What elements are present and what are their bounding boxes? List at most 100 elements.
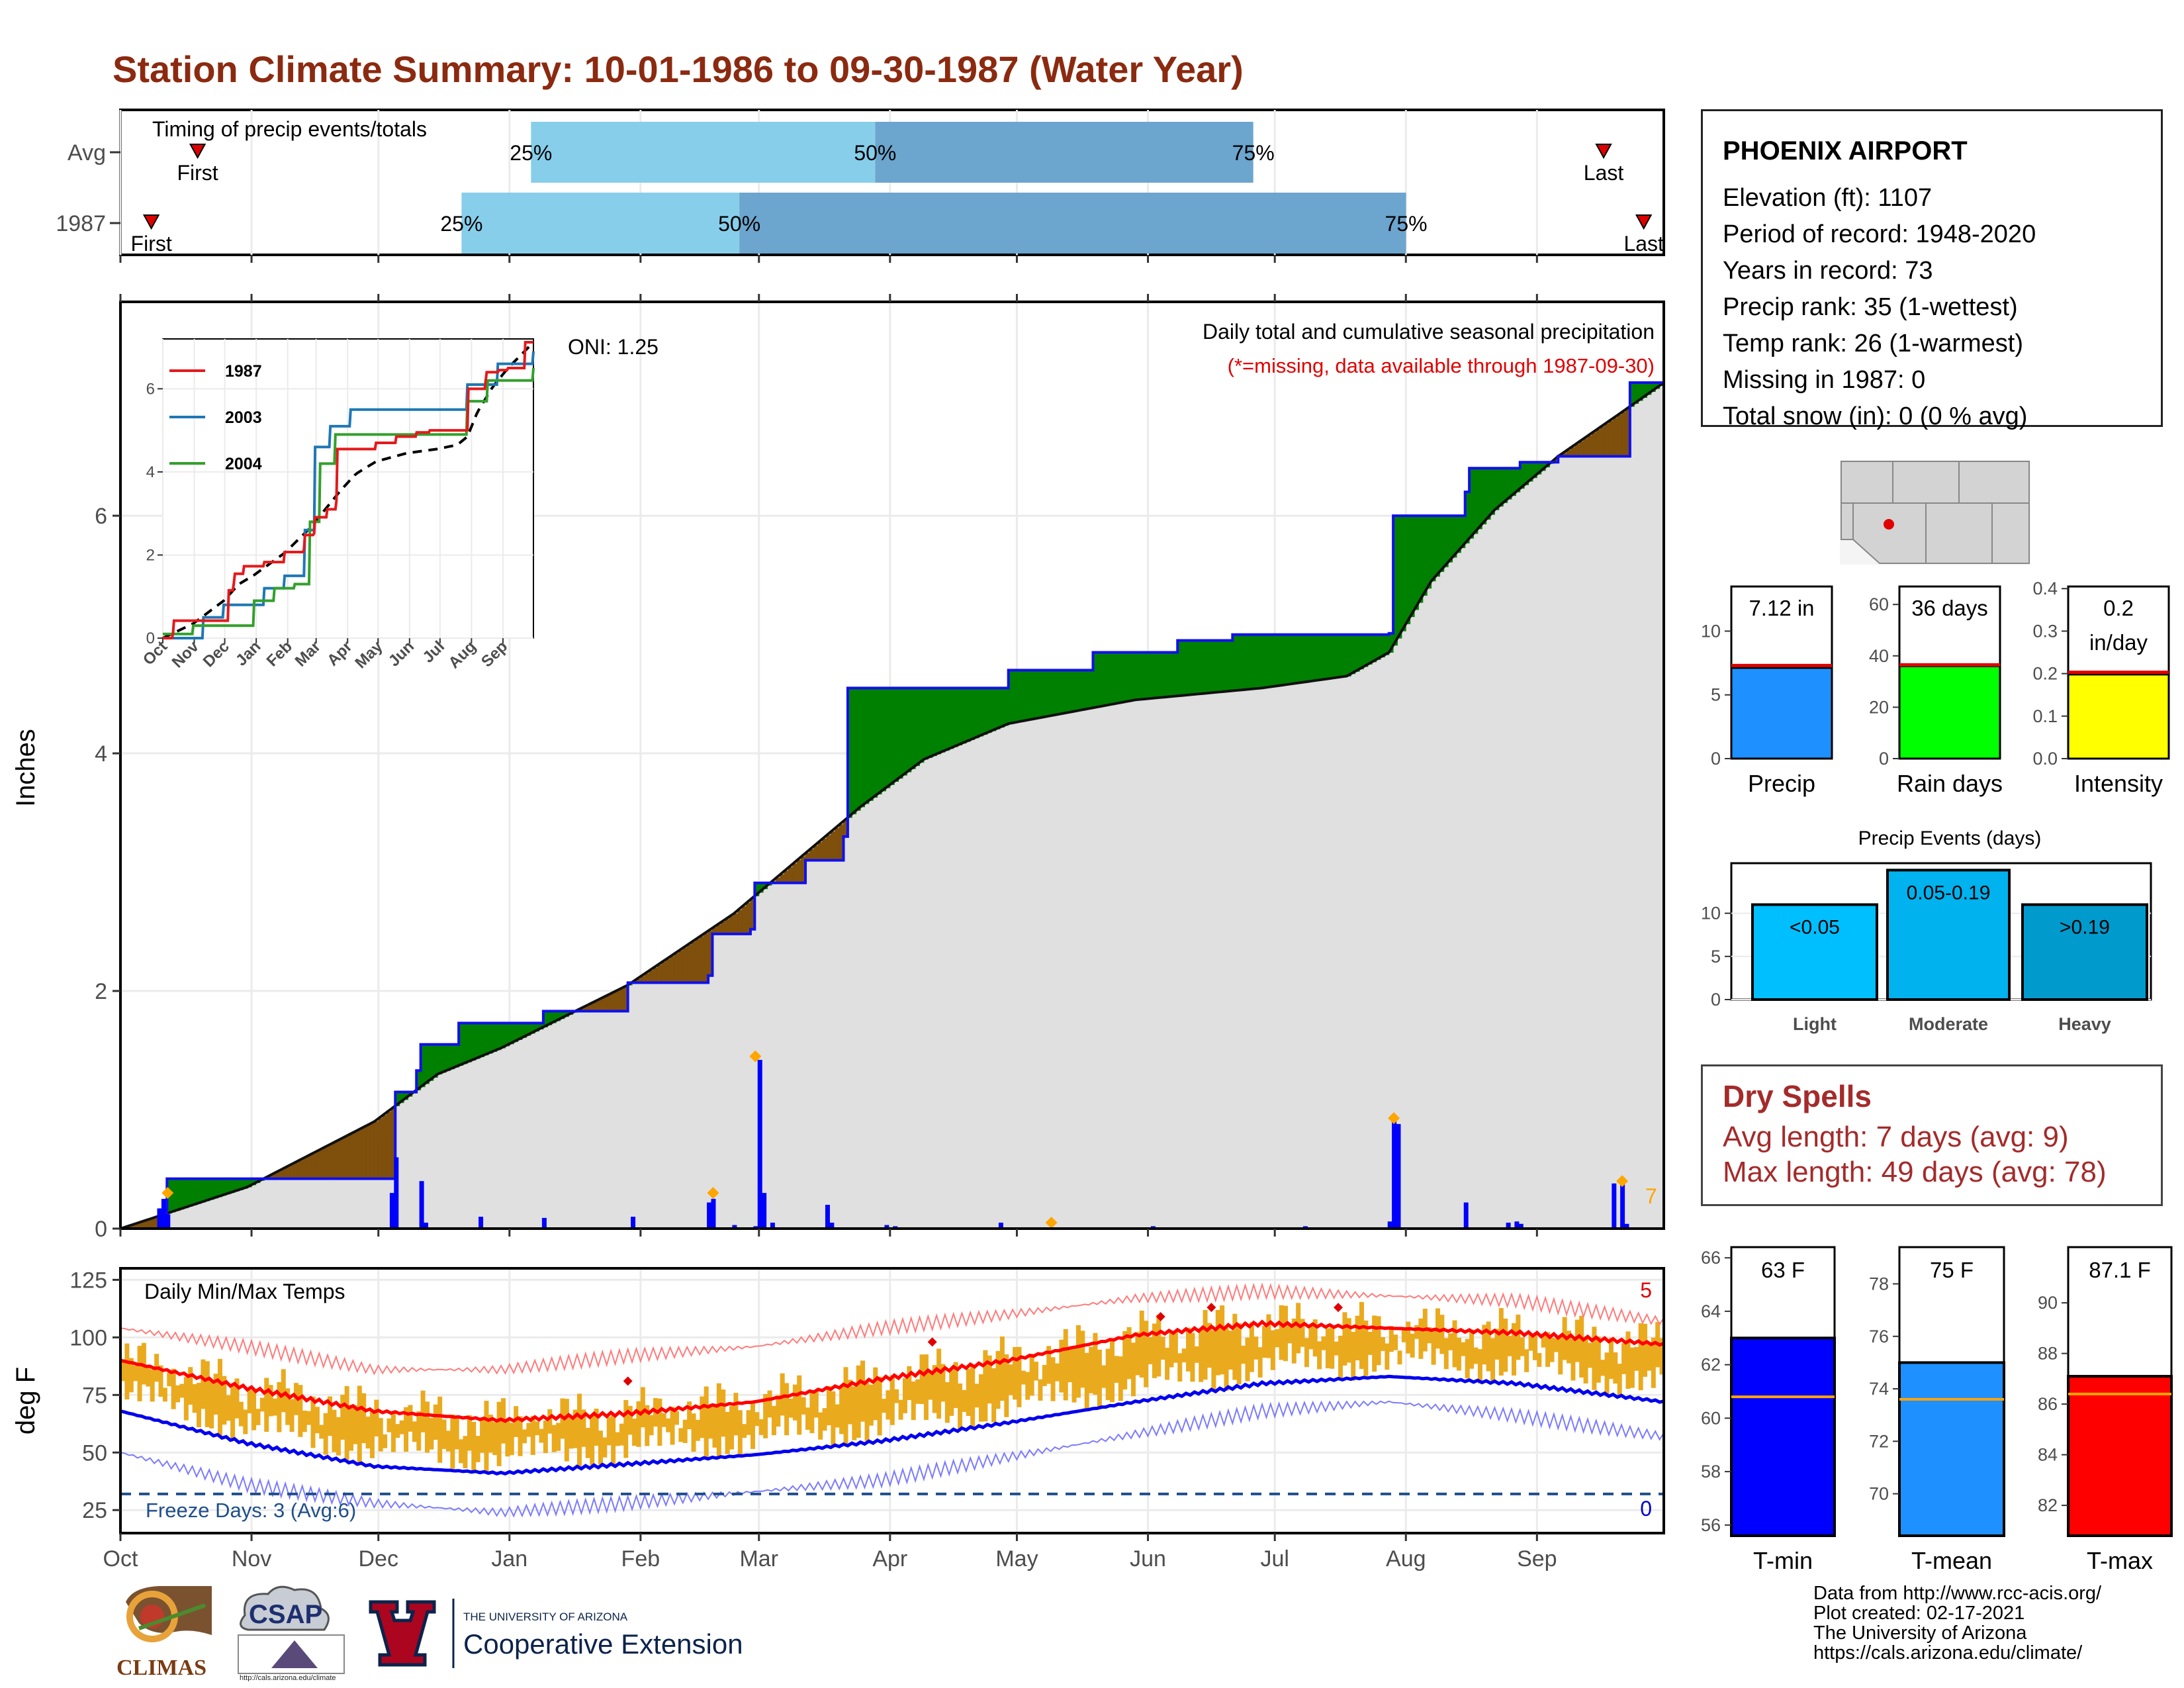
daily-temp-bar [632,1419,637,1446]
inset-avg-line [162,343,533,639]
temps-x-tick-label: May [995,1546,1038,1571]
daily-temp-bar [463,1436,468,1469]
daily-temp-bar [1312,1319,1318,1357]
inset-y-tick-label: 6 [146,380,155,398]
daily-temp-bar [1054,1363,1060,1382]
daily-temp-bar [1583,1338,1588,1383]
temp-bar-y-tick-label: 70 [1869,1484,1889,1504]
daily-temp-bar [319,1425,324,1439]
station-line: Temp rank: 26 (1-warmest) [1723,330,2024,357]
daily-temp-bar [1262,1326,1267,1358]
daily-temp-bar [353,1405,358,1444]
daily-temp-bar [1456,1337,1461,1371]
daily-temp-bar [805,1407,811,1430]
temp-bar-label: T-min [1753,1547,1813,1574]
inset-series-line [163,351,535,639]
daily-temp-bar [1359,1301,1364,1369]
daily-temp-bar [1236,1323,1242,1385]
daily-temp-bar [1567,1331,1572,1364]
station-line: Years in record: 73 [1723,257,1933,285]
daily-temp-bar [1034,1362,1039,1381]
daily-temp-bar [725,1411,730,1454]
daily-temp-bar [788,1398,794,1418]
temp-bar-label: T-mean [1911,1547,1992,1574]
daily-temp-bar [1367,1331,1373,1355]
daily-temp-bar [1059,1339,1064,1393]
logos-strip: CLIMAS CSAP http://cals.arizona.edu/clim… [113,1582,748,1682]
timing-row-label: 1987 [56,211,106,236]
daily-temp-bar [1414,1325,1420,1339]
daily-temp-bar [894,1389,899,1403]
daily-temp-bar [306,1411,312,1425]
missing-note: (*=missing, data available through 1987-… [1228,354,1655,377]
daily-temp-bar [1579,1315,1584,1378]
daily-temp-bar [1291,1318,1297,1364]
daily-temp-bar [1651,1337,1656,1388]
daily-temp-bar [691,1413,696,1452]
daily-temp-bar [230,1383,236,1439]
station-line: Missing in 1987: 0 [1723,366,1926,394]
daily-temp-bar [467,1415,472,1451]
map-state [1958,461,2030,504]
daily-temp-bar [450,1414,455,1469]
daily-temp-bar [1101,1365,1107,1388]
inset-legend-label: 2003 [225,408,262,427]
temp-bar-y-tick-label: 64 [1701,1301,1721,1321]
temps-x-tick-label: Dec [358,1546,398,1571]
daily-temp-bar [158,1365,163,1397]
daily-temp-bar [1148,1336,1153,1364]
daily-temp-bar [1325,1328,1330,1369]
temp-bar-y-tick-label: 76 [1869,1327,1889,1346]
temp-bar-value-label: 75 F [1930,1258,1974,1282]
inset-y-tick-label: 4 [146,463,155,481]
station-line: Elevation (ft): 1107 [1723,184,1933,212]
inset-legend-label: 1987 [225,362,262,381]
temp-bar-y-tick-label: 60 [1701,1408,1721,1428]
daily-precip-bar [998,1223,1003,1229]
daily-temp-bar [390,1411,396,1452]
daily-temp-bar [1279,1305,1284,1360]
summary-value-label: 7.12 in [1749,596,1814,620]
daily-precip-bar [770,1223,775,1229]
summary-bar-intensity [2067,673,2170,760]
daily-temp-bar [1093,1333,1098,1395]
credit-line: Data from http://www.rcc-acis.org/ [1813,1583,2102,1604]
daily-temp-bar [289,1399,295,1432]
daily-temp-bar [594,1409,599,1446]
daily-temp-bar [1498,1308,1504,1376]
daily-temp-bar [1629,1347,1635,1388]
timing-first-label: First [177,161,218,185]
daily-precip-bar [825,1205,830,1229]
daily-temp-bar [1194,1346,1199,1363]
daily-temp-bar [831,1391,836,1446]
daily-temp-bar [1549,1337,1555,1362]
daily-temp-bar [437,1396,443,1463]
temps-y-tick-label: 75 [82,1383,107,1408]
daily-temp-bar [712,1403,717,1448]
daily-precip-bar [1463,1202,1469,1229]
summary-y-tick-label: 0 [1879,749,1889,769]
temp-bar-y-tick-label: 78 [1869,1274,1889,1293]
daily-temp-bar [704,1386,709,1458]
daily-temp-bar [962,1389,967,1412]
temps-y-tick-label: 25 [82,1498,107,1523]
daily-temp-bar [1558,1335,1563,1375]
daily-temp-bar [243,1409,248,1434]
daily-temp-bar [1490,1338,1496,1382]
daily-temp-bar [213,1374,218,1415]
daily-temp-bar [259,1397,265,1412]
summary-y-tick-label: 0.3 [2032,621,2058,641]
extreme-count: 7 [1645,1184,1657,1208]
events-x-label: Light [1793,1014,1837,1034]
daily-temp-bar [687,1401,692,1429]
daily-temp-bar [1511,1323,1516,1376]
daily-temp-bar [649,1415,654,1436]
timing-quantile-label: 50% [854,141,896,165]
daily-temp-bar [133,1366,138,1382]
daily-temp-bar [1050,1357,1056,1401]
daily-temp-bar [1270,1330,1275,1370]
daily-temp-bar [412,1421,417,1442]
map-state [1841,461,1893,504]
csap-wordmark: CSAP [249,1600,322,1629]
daily-temp-bar [1199,1329,1204,1382]
